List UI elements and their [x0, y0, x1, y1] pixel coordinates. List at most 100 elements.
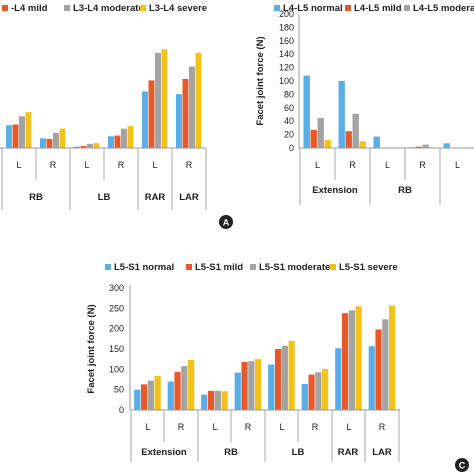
bar — [134, 389, 141, 410]
sub-label: R — [312, 422, 319, 432]
bar — [74, 146, 80, 148]
group-label: RB — [224, 447, 238, 458]
legend-swatch — [404, 5, 410, 11]
sub-label: R — [50, 160, 57, 170]
legend-label: L4-L5 normal — [283, 3, 343, 14]
bar — [46, 139, 53, 148]
bar — [345, 131, 352, 148]
y-tick-label: 120 — [279, 63, 294, 73]
panel-letter: A — [223, 218, 230, 228]
group-label: RAR — [338, 447, 359, 458]
bar — [221, 391, 228, 410]
bar — [195, 52, 202, 148]
bar — [121, 128, 127, 148]
sub-label: R — [245, 422, 252, 432]
group-label: Extension — [141, 447, 187, 458]
sub-label: L — [279, 422, 284, 432]
bar — [241, 362, 248, 410]
legend-label: L5-S1 moderate — [259, 262, 330, 273]
y-tick-label: 150 — [109, 344, 124, 354]
y-tick-label: 250 — [109, 303, 124, 313]
y-tick-label: 0 — [289, 143, 294, 153]
bar — [355, 306, 362, 410]
y-tick-label: 300 — [109, 283, 124, 293]
sub-label: L — [145, 422, 150, 432]
bar — [317, 117, 324, 148]
bar — [248, 361, 255, 410]
legend-label: L3-L4 severe — [149, 3, 207, 14]
bar — [176, 94, 182, 148]
sub-label: L — [16, 160, 21, 170]
bar — [368, 346, 375, 410]
bar — [93, 143, 100, 148]
bar — [181, 366, 188, 410]
bar — [234, 372, 241, 410]
bar — [389, 305, 396, 410]
bar — [6, 125, 12, 148]
y-tick-label: 100 — [109, 364, 124, 374]
legend-swatch — [105, 264, 111, 270]
legend-swatch — [140, 5, 146, 11]
group-label: LB — [292, 447, 305, 458]
y-tick-label: 180 — [279, 22, 294, 32]
group-label: LAR — [179, 192, 199, 203]
bar — [182, 79, 189, 148]
bar — [303, 75, 310, 148]
bar — [268, 364, 275, 410]
legend-swatch — [345, 5, 351, 11]
bar — [147, 380, 154, 410]
legend-label: -L4 mild — [11, 3, 48, 14]
bar — [87, 143, 93, 148]
bar — [127, 125, 134, 148]
bar — [301, 383, 308, 410]
bar — [201, 394, 208, 410]
bar — [324, 139, 331, 148]
bar — [315, 372, 322, 410]
group-label: LAR — [372, 447, 392, 458]
bar — [338, 81, 345, 148]
legend-swatch — [186, 264, 192, 270]
y-tick-label: 0 — [119, 405, 124, 415]
y-axis-label: Facet joint force (N) — [255, 36, 266, 125]
bar — [308, 374, 315, 410]
y-tick-label: 20 — [284, 130, 294, 140]
panel-letter-badge — [219, 215, 233, 229]
legend-swatch — [330, 264, 336, 270]
bar — [352, 113, 359, 148]
bar — [59, 128, 66, 148]
bar — [335, 348, 342, 410]
bar — [422, 144, 429, 148]
bar — [155, 52, 161, 148]
sub-label: L — [152, 160, 157, 170]
legend-label: L5-S1 normal — [114, 262, 174, 273]
sub-label: L — [84, 160, 89, 170]
bar — [255, 359, 262, 410]
legend-label: L3-L4 moderate — [73, 3, 144, 14]
bar — [359, 141, 366, 148]
group-label: RB — [29, 192, 43, 203]
bar — [274, 349, 282, 410]
y-tick-label: 160 — [279, 36, 294, 46]
y-tick-label: 200 — [279, 9, 294, 19]
legend-swatch — [250, 264, 256, 270]
bar — [108, 136, 114, 148]
y-tick-label: 200 — [109, 324, 124, 334]
bar — [322, 368, 329, 410]
legend-label: L4-L5 moderate — [413, 3, 474, 14]
legend-label: L5-S1 severe — [339, 262, 398, 273]
bar — [12, 124, 19, 148]
legend-label: L4-L5 mild — [354, 3, 402, 14]
sub-label: L — [315, 160, 320, 170]
bar — [341, 313, 349, 410]
bar — [148, 80, 155, 148]
bar — [189, 66, 195, 148]
sub-label: L — [212, 422, 217, 432]
bar — [281, 345, 288, 410]
bar — [142, 91, 148, 148]
sub-label: L — [385, 160, 390, 170]
bar — [373, 136, 380, 148]
legend-swatch — [2, 5, 8, 11]
sub-label: L — [346, 422, 351, 432]
panel-letter-badge — [455, 458, 469, 472]
